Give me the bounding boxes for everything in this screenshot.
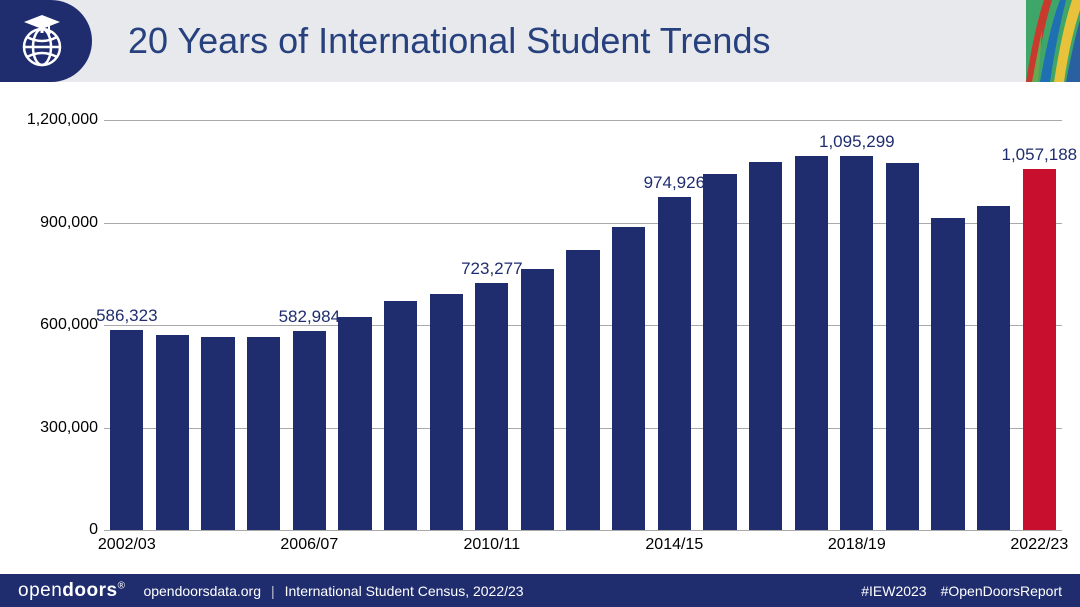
brand-globe-icon (0, 0, 92, 82)
gridline (104, 530, 1062, 531)
bar-value-label: 586,323 (96, 306, 157, 326)
bar (977, 206, 1010, 530)
bar-slot: 582,9842006/07 (287, 120, 333, 530)
bar (1023, 169, 1056, 530)
bar (795, 156, 828, 530)
bar-slot: 1,095,2992018/19 (834, 120, 880, 530)
bar (475, 283, 508, 530)
bar-slot (697, 120, 743, 530)
bar (430, 294, 463, 530)
x-axis-label: 2014/15 (645, 536, 703, 554)
bar (840, 156, 873, 530)
bar (293, 331, 326, 530)
bar-slot: 974,9262014/15 (652, 120, 698, 530)
bar (338, 317, 371, 530)
bar-slot (925, 120, 971, 530)
y-axis-label: 900,000 (22, 214, 98, 232)
bar (703, 174, 736, 530)
bar (658, 197, 691, 530)
bar-value-label: 723,277 (461, 259, 522, 279)
x-axis-label: 2010/11 (463, 536, 520, 554)
bar-slot (743, 120, 789, 530)
bar (384, 301, 417, 530)
x-axis-label: 2006/07 (280, 536, 338, 554)
slide-title: 20 Years of International Student Trends (128, 20, 770, 62)
bar-slot (880, 120, 926, 530)
bar (566, 250, 599, 530)
x-axis-label: 2022/23 (1010, 536, 1068, 554)
bar (201, 337, 234, 530)
x-axis-label: 2018/19 (828, 536, 886, 554)
footer-brand-reg: ® (118, 580, 126, 591)
bar-slot (378, 120, 424, 530)
bar (156, 335, 189, 530)
footer-source: International Student Census, 2022/23 (285, 583, 524, 599)
bars-container: 586,3232002/03 582,9842006/07 723,2772010/… (104, 120, 1062, 530)
y-axis-label: 0 (22, 521, 98, 539)
bar-slot (423, 120, 469, 530)
slide-footer: opendoors® opendoorsdata.org | Internati… (0, 574, 1080, 607)
bar-slot (971, 120, 1017, 530)
bar-slot: 1,057,1882022/23 (1017, 120, 1063, 530)
footer-site: opendoorsdata.org (143, 583, 261, 599)
footer-brand: opendoors® (18, 580, 125, 602)
bar-value-label: 1,057,188 (1001, 145, 1077, 165)
bar-slot (195, 120, 241, 530)
x-axis-label: 2002/03 (98, 536, 156, 554)
bar-value-label: 582,984 (279, 307, 340, 327)
bar-chart: 586,3232002/03582,9842006/07723,2772010/… (22, 120, 1062, 560)
bar (247, 337, 280, 530)
bar-slot (788, 120, 834, 530)
bar (612, 227, 645, 530)
bar-slot (150, 120, 196, 530)
header-decor (1026, 0, 1080, 82)
bar-value-label: 974,926 (644, 173, 705, 193)
y-axis-label: 600,000 (22, 316, 98, 334)
bar (521, 269, 554, 530)
bar-slot (332, 120, 378, 530)
y-axis-label: 1,200,000 (22, 111, 98, 129)
plot-area: 586,3232002/03 582,9842006/07 723,2772010/… (104, 120, 1062, 530)
bar-slot: 586,3232002/03 (104, 120, 150, 530)
bar (749, 162, 782, 530)
footer-hashtag-1: #IEW2023 (861, 583, 926, 599)
footer-hashtag-2: #OpenDoorsReport (941, 583, 1062, 599)
footer-brand-bold: doors (62, 580, 117, 601)
bar-slot (560, 120, 606, 530)
footer-brand-light: open (18, 580, 62, 601)
bar-slot: 723,2772010/11 (469, 120, 515, 530)
bar (931, 218, 964, 530)
slide-header: 20 Years of International Student Trends (0, 0, 1080, 82)
bar (110, 330, 143, 530)
bar (886, 163, 919, 530)
y-axis-label: 300,000 (22, 419, 98, 437)
footer-divider: | (271, 583, 275, 599)
bar-slot (515, 120, 561, 530)
